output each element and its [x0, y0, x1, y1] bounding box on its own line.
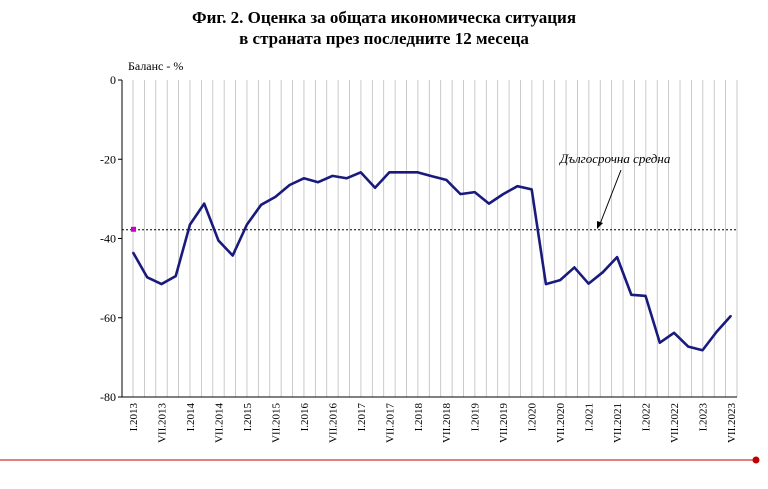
y-tick-labels: 0 -20 -40 -60 -80 Баланс - % — [100, 59, 183, 404]
data-point — [730, 314, 732, 317]
data-point — [616, 256, 618, 258]
x-tick-label: I.2019 — [470, 403, 482, 432]
average-marker — [131, 226, 136, 232]
x-tick-label: I.2014 — [185, 403, 197, 432]
data-point — [431, 175, 433, 178]
data-point — [189, 223, 191, 226]
data-point — [445, 179, 448, 181]
data-point — [687, 345, 690, 348]
data-point — [174, 275, 177, 277]
y-tick-label: -60 — [100, 311, 116, 325]
y-tick-label: -20 — [100, 152, 116, 166]
bottom-rule-dot — [752, 456, 760, 464]
data-point — [331, 175, 334, 177]
data-point — [630, 293, 633, 296]
x-tick-label: VII.2015 — [270, 403, 282, 444]
data-point — [288, 184, 291, 186]
x-tick-label: I.2016 — [299, 403, 311, 432]
data-point — [217, 239, 220, 242]
y-axis-label: Баланс - % — [128, 59, 183, 73]
annotation-arrow-line — [599, 169, 622, 225]
x-tick-label: I.2015 — [242, 403, 254, 432]
data-point — [545, 283, 547, 285]
data-point — [203, 202, 205, 205]
x-tick-label: VII.2019 — [498, 403, 510, 444]
x-tick-label: VII.2021 — [612, 403, 624, 443]
grid-lines — [132, 80, 738, 397]
data-point — [274, 196, 277, 198]
annotation-arrow-head — [597, 221, 603, 229]
data-point — [246, 223, 248, 226]
data-point — [644, 295, 647, 297]
x-tick-label: I.2018 — [413, 403, 425, 432]
data-point — [559, 279, 561, 281]
average-annotation-label: Дългосрочна средна — [558, 151, 671, 166]
data-point — [673, 332, 675, 334]
footer-rule — [0, 456, 760, 464]
data-point — [530, 188, 533, 191]
x-tick-label: I.2020 — [527, 403, 539, 432]
x-tick-label: I.2023 — [698, 403, 710, 432]
x-tick-label: I.2021 — [584, 403, 596, 431]
x-tick-label: I.2022 — [641, 403, 653, 431]
series — [131, 171, 732, 352]
data-point — [360, 171, 362, 174]
data-point — [602, 271, 604, 273]
data-point — [160, 283, 163, 285]
data-point — [260, 204, 262, 206]
x-tick-labels: I.2013 VII.2013 I.2014 VII.2014 I.2015 VII.20… — [128, 403, 738, 444]
data-point — [573, 266, 576, 269]
y-tick-label: -80 — [100, 390, 116, 404]
x-tick-label: VII.2016 — [327, 403, 339, 444]
data-point — [303, 177, 305, 180]
x-tick-label: VII.2013 — [156, 403, 168, 444]
data-point — [516, 185, 519, 187]
series-line — [131, 171, 732, 352]
data-point — [317, 181, 319, 184]
chart-title-line-1: Фиг. 2. Оценка за общата икономическа си… — [191, 8, 577, 27]
x-tick-label: VII.2020 — [555, 403, 567, 444]
data-point — [502, 193, 504, 195]
data-point — [231, 254, 234, 257]
y-tick-label: 0 — [110, 73, 116, 87]
x-tick-label: VII.2022 — [669, 403, 681, 443]
data-point — [146, 276, 149, 279]
data-point — [132, 251, 134, 254]
data-point — [587, 282, 590, 285]
x-tick-label: VII.2023 — [726, 403, 738, 444]
x-tick-label: VII.2017 — [384, 403, 396, 444]
x-tick-label: I.2017 — [356, 403, 368, 432]
data-point — [416, 171, 419, 174]
data-point — [459, 193, 462, 195]
data-point — [374, 186, 376, 189]
data-point — [488, 202, 490, 205]
data-point — [659, 341, 661, 344]
x-tick-label: I.2013 — [128, 403, 140, 432]
x-tick-label: VII.2018 — [441, 403, 453, 444]
data-point — [701, 349, 704, 352]
chart-title-line-2: в страната през последните 12 месеца — [239, 29, 529, 48]
data-point — [473, 191, 476, 193]
data-point — [715, 330, 718, 333]
long-term-average: Дългосрочна средна — [122, 151, 737, 232]
data-point — [388, 171, 391, 174]
x-tick-label: VII.2014 — [213, 403, 225, 444]
data-point — [402, 171, 405, 174]
y-tick-label: -40 — [100, 232, 116, 246]
data-point — [345, 177, 348, 180]
